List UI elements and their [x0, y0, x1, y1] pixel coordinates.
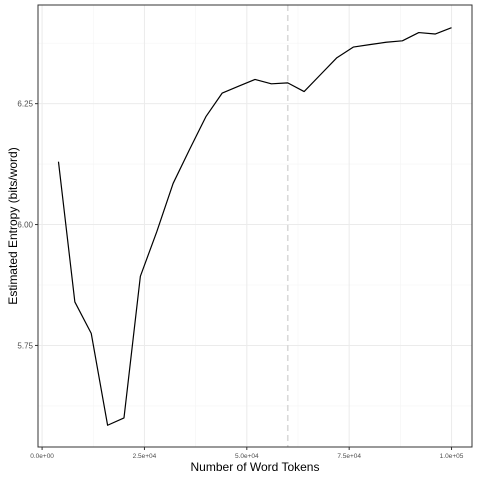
- panel-border: [37, 4, 473, 448]
- grid-lines: [38, 5, 472, 447]
- series-line: [57, 27, 452, 426]
- x-tick-label: 2.5e+04: [133, 453, 157, 460]
- y-tick-label: 5.75: [17, 341, 33, 350]
- y-tick-label: 6.25: [17, 100, 33, 109]
- series-group: [57, 27, 452, 426]
- axis-ticks: 0.0e+00 2.5e+04 5.0e+04 7.5e+04 1.0e+05 5.75 6…: [17, 100, 463, 460]
- y-axis-title: Estimated Entropy (bits/word): [6, 147, 20, 304]
- x-tick-label: 7.5e+04: [337, 453, 361, 460]
- x-tick-label: 0.0e+00: [30, 453, 54, 460]
- y-tick-label: 6.00: [17, 221, 33, 230]
- x-tick-label: 5.0e+04: [235, 453, 259, 460]
- x-tick-label: 1.0e+05: [440, 453, 464, 460]
- x-axis-title: Number of Word Tokens: [191, 460, 320, 474]
